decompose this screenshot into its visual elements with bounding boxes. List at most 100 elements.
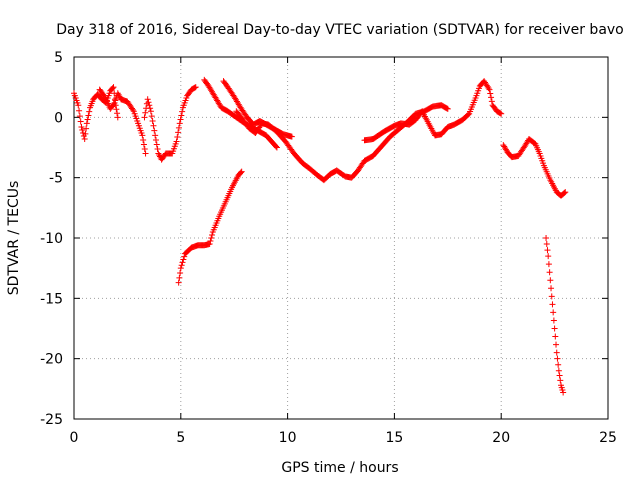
data-point — [176, 274, 183, 281]
y-tick-label: 0 — [54, 110, 63, 126]
y-tick-label: -5 — [49, 171, 63, 187]
data-point — [152, 136, 159, 143]
y-tick-label: -10 — [40, 231, 63, 247]
data-point — [114, 114, 121, 121]
data-point — [76, 107, 83, 114]
data-point — [543, 241, 550, 248]
data-points — [71, 76, 569, 396]
data-point — [174, 133, 181, 140]
data-point — [206, 241, 213, 248]
data-point — [140, 141, 147, 148]
data-point — [546, 269, 553, 276]
data-point — [552, 333, 559, 340]
data-point — [548, 293, 555, 300]
data-point — [140, 136, 147, 143]
data-point — [85, 112, 92, 119]
data-point — [209, 231, 216, 238]
data-point — [179, 108, 186, 115]
data-point — [444, 105, 451, 112]
data-point — [147, 108, 154, 115]
data-point — [554, 355, 561, 362]
data-point — [110, 101, 117, 108]
data-point — [543, 235, 550, 241]
data-point — [288, 133, 295, 140]
data-point — [144, 96, 151, 103]
data-point — [75, 102, 82, 109]
data-point — [549, 301, 556, 308]
chart-title: Day 318 of 2016, Sidereal Day-to-day VTE… — [56, 22, 624, 38]
data-point — [273, 143, 280, 150]
data-point — [177, 269, 184, 276]
y-tick-label: 5 — [54, 50, 63, 66]
data-point — [173, 138, 180, 145]
grid-lines — [74, 57, 608, 419]
data-point — [150, 122, 157, 129]
data-point — [153, 141, 160, 148]
data-point — [176, 120, 183, 127]
data-point — [141, 146, 148, 153]
data-point — [81, 136, 88, 143]
data-point — [151, 127, 158, 134]
data-point — [273, 144, 280, 151]
data-point — [154, 146, 161, 153]
data-point — [78, 123, 85, 130]
data-point — [129, 106, 136, 113]
data-point — [207, 238, 214, 245]
x-tick-label: 15 — [385, 430, 403, 446]
data-point — [545, 261, 552, 268]
series-track-j — [543, 235, 567, 396]
x-tick-label: 5 — [176, 430, 185, 446]
data-point — [76, 113, 83, 120]
data-point — [562, 189, 569, 196]
data-point — [208, 235, 215, 241]
data-point — [110, 84, 117, 91]
data-point — [77, 118, 84, 125]
data-point — [486, 86, 493, 93]
series-track-f — [233, 102, 451, 184]
data-point — [178, 112, 185, 119]
data-point — [561, 189, 568, 196]
series-track-g — [361, 78, 505, 144]
x-tick-label: 10 — [279, 430, 297, 446]
data-point — [544, 247, 551, 254]
data-point — [142, 150, 149, 157]
data-point — [556, 372, 563, 379]
y-axis-label: SDTVAR / TECUs — [6, 181, 22, 296]
x-tick-label: 0 — [70, 430, 79, 446]
data-point — [555, 361, 562, 368]
data-point — [545, 253, 552, 260]
axis-ticks: 0 5 10 15 20 25 5 0 -5 -10 -15 -20 -25 — [40, 50, 617, 446]
data-point — [146, 102, 153, 109]
y-tick-label: -15 — [40, 291, 63, 307]
x-tick-label: 20 — [492, 430, 510, 446]
data-point — [498, 110, 505, 117]
data-point — [553, 349, 560, 356]
data-point — [181, 253, 188, 260]
series-track-i — [175, 168, 245, 286]
data-point — [148, 113, 155, 120]
data-point — [485, 85, 492, 92]
data-point — [180, 256, 187, 263]
data-point — [237, 169, 244, 176]
data-point — [177, 116, 184, 123]
data-point — [177, 265, 184, 272]
data-point — [560, 389, 567, 396]
data-point — [152, 132, 159, 139]
data-point — [443, 105, 450, 112]
data-point — [142, 109, 149, 116]
data-point — [550, 317, 557, 324]
data-point — [178, 262, 185, 269]
data-point — [553, 341, 560, 348]
data-point — [149, 117, 156, 124]
data-point — [139, 132, 146, 139]
data-point — [488, 98, 495, 105]
data-point — [238, 168, 245, 175]
data-point — [175, 279, 182, 286]
x-tick-label: 25 — [599, 430, 617, 446]
series-track-c — [141, 84, 199, 163]
data-point — [557, 377, 564, 384]
data-point — [141, 114, 148, 121]
data-point — [551, 325, 558, 332]
data-point — [114, 110, 121, 117]
